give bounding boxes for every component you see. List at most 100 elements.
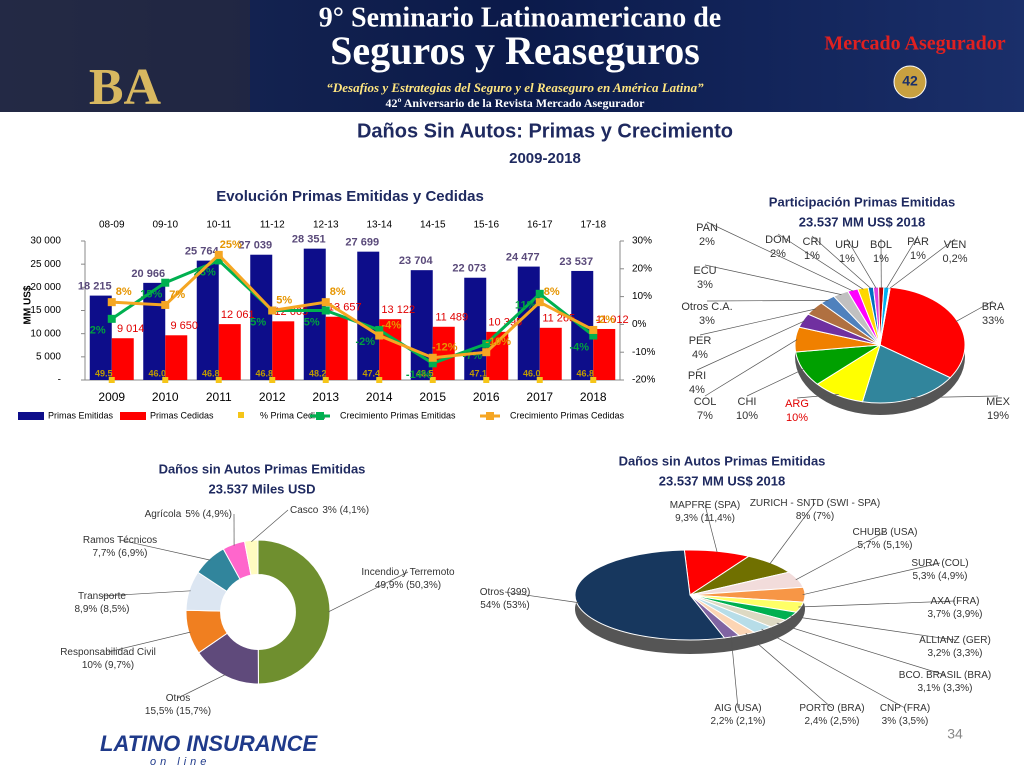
point-label: 47.4 (362, 368, 380, 378)
bar-label: 25 764 (185, 246, 220, 258)
line (111, 252, 594, 360)
slice-label: SURA (COL) 5,3% (4,9%) (911, 558, 968, 582)
leader-line (696, 320, 805, 371)
leader-line (704, 504, 718, 553)
slice-name: Otros (166, 693, 190, 704)
x-tick-label: 2015 (419, 390, 446, 404)
bar-label: 9 014 (117, 323, 145, 335)
leader-line (955, 300, 994, 322)
leader-line (251, 509, 289, 543)
leader-line (101, 590, 191, 597)
slice-name: ECU (693, 265, 716, 277)
slice-name: PER (689, 335, 712, 347)
bar-label: 12 061 (221, 309, 255, 321)
leader-line (706, 300, 829, 302)
x-tick-label: 2016 (473, 390, 500, 404)
line-marker (321, 298, 330, 307)
slice-label: Casco 3% (4,1%) (290, 505, 369, 516)
slice-value: 33% (982, 315, 1004, 327)
slice-value: 4% (692, 349, 708, 361)
slice-label: ECU 3% (693, 265, 716, 291)
point-label: 46.8 (576, 368, 594, 378)
city: BA (89, 59, 162, 116)
period-label: 14-15 (420, 220, 446, 231)
slice-name: PAR (907, 236, 929, 248)
leader-line (504, 591, 580, 604)
slice-value: 7% (697, 410, 713, 422)
line-marker (107, 298, 116, 307)
bar-label: 18 215 (78, 281, 112, 293)
bar (486, 331, 509, 380)
chart-title: Daños sin Autos Primas Emitidas (619, 453, 826, 468)
line-marker (428, 353, 437, 362)
line-label: -2% (595, 314, 615, 326)
point (590, 377, 597, 383)
leader-line (704, 264, 842, 295)
line-marker (589, 331, 598, 340)
slice-label: CHUBB (USA) 5,7% (5,1%) (852, 527, 917, 551)
slice-label: AIG (USA) 2,2% (2,1%) (710, 703, 765, 727)
line-label: 23% (194, 266, 216, 278)
bar-label: 28 351 (292, 234, 326, 246)
leader-line (911, 395, 999, 399)
line-label: -14% (406, 369, 432, 381)
point-label: 47.1 (469, 368, 487, 378)
anniversary: 42º Aniversario de la Revista Mercado As… (385, 96, 645, 110)
leader-line (795, 531, 886, 581)
slice-name: Ramos Técnicos (83, 535, 157, 546)
leader-line (328, 571, 409, 613)
bar (464, 277, 487, 380)
y2-tick-label: 30% (632, 236, 652, 247)
slice-value: 3,2% (3,3%) (927, 648, 982, 659)
line-label: -2% (355, 336, 375, 348)
slice-name: AIG (USA) (714, 703, 761, 714)
slice-label: CHI 10% (736, 396, 758, 422)
legend-label: Primas Cedidas (150, 410, 214, 420)
y-tick-label: 20 000 (30, 282, 61, 293)
x-tick-label: 2014 (366, 390, 393, 404)
leader-line (107, 631, 191, 653)
leader-line (886, 235, 919, 289)
slice-label: PAN 2% (696, 222, 718, 248)
slice-name: MAPFRE (SPA) (670, 500, 740, 511)
footer-logo: LATINO INSURANCE (100, 731, 318, 756)
bar (539, 327, 562, 380)
leader-line (746, 368, 805, 397)
bar-label: 27 039 (238, 240, 272, 252)
slice-value: 1% (839, 253, 855, 265)
slice-value: 5,3% (4,9%) (912, 571, 967, 582)
bar (218, 324, 241, 380)
slice-label: Otros C.A. 3% (681, 301, 732, 327)
donut-slice (257, 539, 331, 685)
line-marker (268, 306, 277, 315)
slide-title: Daños Sin Autos: Primas y Crecimiento (357, 120, 733, 142)
leader-line (704, 339, 798, 397)
slice-label: DOM 2% (765, 234, 791, 260)
slice-name: PRI (688, 370, 706, 382)
slice-name: AXA (FRA) (931, 596, 980, 607)
slice-value: 3,7% (3,9%) (927, 609, 982, 620)
slice-value: 49,9% (50,3%) (375, 580, 441, 591)
period-label: 08-09 (99, 220, 125, 231)
slice-value: 7,7% (6,9%) (92, 548, 147, 559)
slice-value: 15,5% (15,7%) (145, 706, 211, 717)
line-marker (535, 298, 544, 307)
line-marker (161, 300, 170, 309)
badge-circle (893, 65, 927, 99)
donut-slice (243, 539, 259, 576)
line-label: 5% (304, 316, 320, 328)
slice-label: ZURICH - SNTD (SWI - SPA) 8% (7%) (750, 498, 880, 522)
slice-value: 5% (4,9%) (185, 509, 232, 520)
line-marker (375, 331, 384, 340)
brand: Mercado Asegurador (824, 33, 1005, 55)
slice-label: Responsabilidad Civil 10% (9,7%) (60, 647, 156, 671)
slice-value: 0,2% (942, 253, 967, 265)
slice-name: CNP (FRA) (880, 703, 930, 714)
bar (303, 248, 326, 380)
chart-title: Participación Primas Emitidas (769, 194, 955, 209)
bar (143, 282, 166, 380)
slice-name: Incendio y Terremoto (361, 567, 455, 578)
slice-name: SURA (COL) (911, 558, 968, 569)
badge: 42 (902, 73, 918, 89)
slice-name: Agrícola (145, 509, 182, 520)
